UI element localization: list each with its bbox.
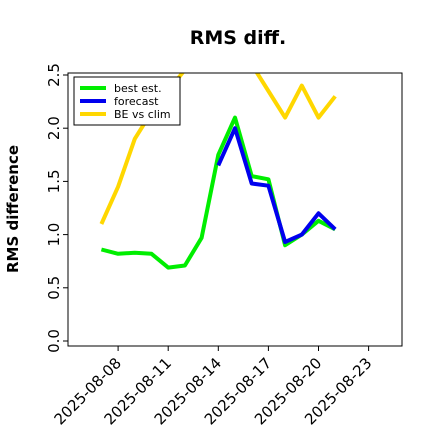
chart-title: RMS diff. [190,27,287,49]
y-tick-label: 1.5 [45,169,63,193]
y-tick-label: 1.0 [45,223,63,247]
series-line-best-est [100,115,337,270]
series-layer [99,73,337,270]
legend-label: forecast [114,95,159,108]
y-axis-label: RMS difference [4,145,22,273]
y-tick-label: 0.0 [45,329,63,353]
series-line-be-vs-clim [99,73,337,225]
x-axis: 2025-08-082025-08-112025-08-142025-08-17… [51,346,375,428]
y-axis: 0.0 0.5 1.0 1.5 2.0 2.5 [45,63,68,353]
series-line-forecast [216,126,337,244]
y-tick-label: 2.0 [45,116,63,140]
y-tick-label: 2.5 [45,63,63,87]
y-tick-label: 0.5 [45,276,63,300]
legend-label: best est. [114,82,162,95]
legend-label: BE vs clim [114,108,171,121]
plot-frame [67,72,403,347]
